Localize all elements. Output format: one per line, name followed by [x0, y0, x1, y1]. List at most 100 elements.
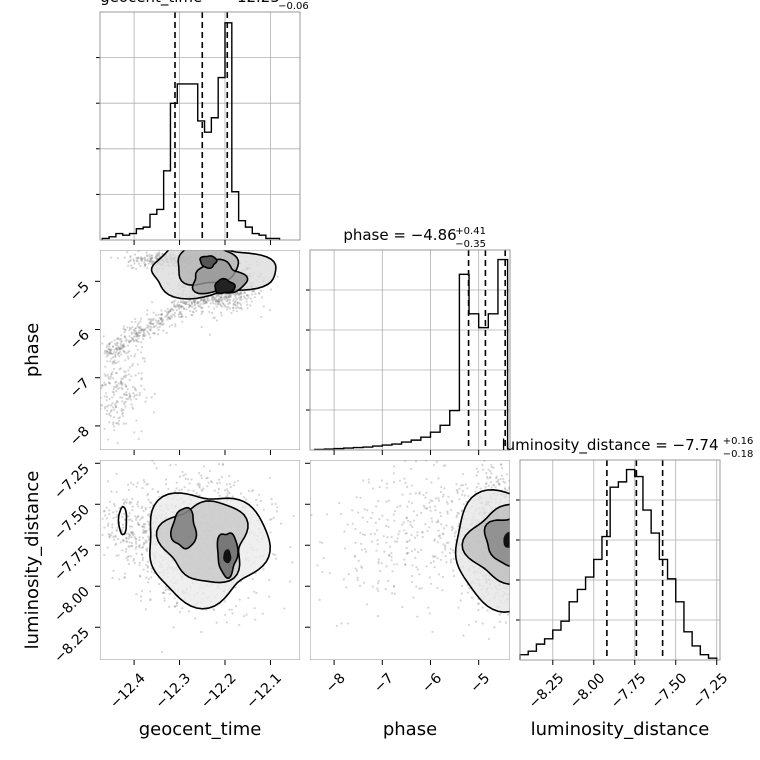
sample-point [269, 531, 272, 534]
sample-point [165, 315, 168, 318]
sample-point [441, 495, 444, 498]
sample-point [154, 256, 157, 260]
sample-point [116, 384, 119, 388]
contour-level [169, 506, 198, 550]
sample-point [119, 350, 122, 353]
sample-point [372, 487, 375, 490]
sample-point [103, 352, 106, 355]
sample-point [173, 300, 176, 303]
sample-point [157, 490, 160, 493]
sample-point [508, 479, 510, 482]
sample-point [422, 493, 425, 497]
sample-point [475, 474, 478, 477]
sample-point [202, 487, 205, 490]
sample-point [140, 259, 143, 262]
sample-point [143, 265, 146, 268]
sample-point [485, 472, 488, 475]
sample-point [194, 617, 197, 620]
sample-point [237, 294, 240, 297]
sample-point [432, 560, 435, 563]
sample-point [461, 490, 465, 493]
sample-point [112, 367, 115, 370]
sample-point [148, 259, 151, 262]
sample-point [118, 346, 121, 349]
sample-point [107, 438, 110, 441]
sample-point [124, 336, 127, 339]
sample-point [340, 512, 343, 516]
sample-point [104, 365, 107, 368]
sample-point [149, 336, 152, 339]
sample-point [111, 390, 114, 393]
sample-point [201, 306, 204, 310]
sample-point [121, 400, 124, 403]
sample-point [117, 337, 120, 340]
sample-point [120, 383, 123, 386]
sample-point [218, 300, 221, 303]
sample-point [239, 307, 242, 310]
sample-point [143, 357, 146, 360]
sample-point [141, 357, 144, 360]
sample-point [157, 253, 161, 256]
sample-point [243, 615, 246, 618]
sample-point [107, 347, 110, 350]
x-tick-label: −7.50 [649, 670, 691, 712]
sample-point [387, 554, 391, 557]
x-tick-label: −7.75 [608, 670, 650, 712]
sample-point [422, 504, 426, 507]
sample-point [128, 395, 131, 398]
sample-point [124, 329, 127, 332]
sample-point [138, 326, 141, 329]
sample-point [374, 521, 377, 525]
sample-point [225, 621, 228, 624]
sample-point [135, 552, 138, 555]
sample-point [481, 606, 484, 609]
sample-point [115, 351, 118, 354]
sample-point [406, 485, 409, 488]
sample-point [457, 512, 460, 515]
sample-point [147, 535, 150, 538]
sample-point [234, 586, 237, 589]
sample-point [150, 326, 153, 329]
sample-point [146, 259, 149, 263]
sample-point [140, 378, 143, 381]
sample-point [202, 299, 205, 302]
sample-point [108, 412, 111, 415]
sample-point [159, 313, 163, 316]
sample-point [138, 391, 141, 395]
sample-point [168, 317, 171, 320]
sample-point [244, 498, 248, 501]
sample-point [490, 463, 493, 466]
sample-point [141, 546, 144, 549]
sample-point [226, 488, 229, 491]
sample-point [140, 384, 143, 387]
sample-point [218, 494, 221, 497]
sample-point [238, 293, 241, 296]
sample-point [214, 298, 217, 301]
sample-point [136, 521, 140, 524]
sample-point [136, 256, 139, 259]
sample-point [152, 260, 156, 263]
sample-point [161, 252, 164, 255]
sample-point [159, 318, 163, 321]
sample-point [236, 302, 239, 305]
sample-point [118, 346, 121, 349]
sample-point [484, 485, 487, 488]
sample-point [392, 481, 396, 484]
sample-point [164, 585, 167, 589]
sample-point [487, 637, 490, 640]
sample-point [387, 579, 390, 583]
sample-point [126, 251, 129, 254]
sample-point [453, 535, 456, 538]
sample-point [238, 296, 241, 299]
sample-point [147, 332, 150, 335]
sample-point [180, 315, 183, 318]
sample-point [109, 256, 113, 259]
sample-point [144, 328, 147, 331]
sample-point [120, 380, 123, 383]
sample-point [122, 411, 125, 414]
sample-point [152, 411, 156, 414]
sample-point [178, 307, 181, 310]
sample-point [262, 508, 265, 511]
sample-point [145, 251, 148, 254]
sample-point [215, 319, 219, 322]
